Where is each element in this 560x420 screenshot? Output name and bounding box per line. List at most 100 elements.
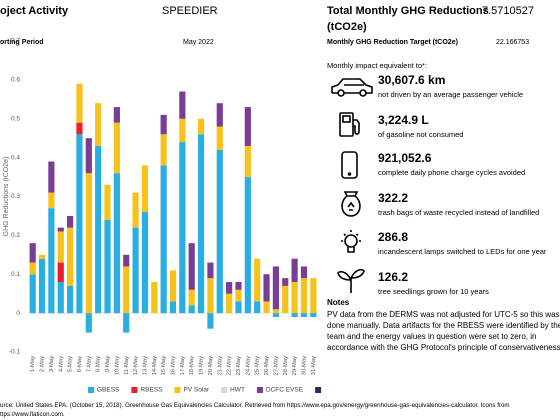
x-tick-label: 6-May <box>77 356 83 372</box>
impact-value: 126.2 <box>378 270 409 284</box>
bar-segment <box>169 301 177 314</box>
y-tick-label: 0.6 <box>11 77 20 84</box>
x-tick-label: 28-May <box>283 356 289 375</box>
bar-segment <box>76 83 83 123</box>
bar-segment <box>76 134 83 314</box>
bar-segment <box>291 313 298 318</box>
project-label: oject Activity <box>0 5 69 17</box>
car-icon <box>331 78 373 97</box>
x-tick-label: 25-May <box>255 356 261 375</box>
bar-segment <box>188 289 195 306</box>
bar-segment <box>300 313 308 318</box>
bar-segment <box>29 274 36 314</box>
legend-swatch <box>221 387 228 393</box>
bar-segment <box>38 254 46 259</box>
x-tick-label: 18-May <box>189 356 195 375</box>
target-label: Monthly GHG Reduction Target (tCO2e) <box>327 39 458 46</box>
bar-segment <box>57 231 64 263</box>
bar-segment <box>263 274 270 302</box>
bar-segment <box>207 313 214 329</box>
period-label: orting Period <box>0 39 44 46</box>
x-tick-label: 17-May <box>180 356 186 375</box>
bar-segment <box>141 165 149 213</box>
bar-segment <box>57 282 64 314</box>
x-tick-label: 14-May <box>152 356 158 375</box>
bar-segment <box>197 118 205 135</box>
bar-segment <box>188 243 195 290</box>
x-tick-label: 5-May <box>68 356 74 372</box>
x-tick-label: 12-May <box>133 356 139 375</box>
notes-text: PV data from the DERMS was not adjusted … <box>327 310 560 352</box>
bar-segment <box>179 118 186 143</box>
x-tick-label: 11-May <box>124 356 130 375</box>
source-line: urce: United States EPA. (October 15, 20… <box>0 402 510 409</box>
impact-description: incandescent lamps switched to LEDs for … <box>378 247 547 256</box>
chart: GHG Reductions (tCO2e) 0.7 0.6 0.5 0.4 0.3 0.2… <box>3 38 322 394</box>
x-tick-label: 4-May <box>58 356 64 372</box>
bar-segment <box>254 258 261 302</box>
target-value: 22.166753 <box>496 39 530 46</box>
y-tick-label: 0.1 <box>11 271 20 278</box>
impacts-intro: Monthly impact equivalent to*: <box>327 61 428 70</box>
impact-value: 921,052.6 <box>378 151 432 165</box>
bar-segment <box>244 177 251 314</box>
y-tick-label: 0.3 <box>11 193 20 200</box>
bar-segment <box>123 254 130 267</box>
y-axis-title: GHG Reductions (tCO2e) <box>3 157 10 237</box>
impact-value: 322.2 <box>378 191 409 205</box>
y-tick-label: 0.7 <box>11 38 20 45</box>
bar-segment <box>38 258 46 314</box>
bar-segment <box>85 313 92 333</box>
bar-segment <box>48 208 55 314</box>
x-tick-label: 27-May <box>273 356 279 375</box>
impact-value: 30,607.6 km <box>378 73 446 87</box>
x-tick-label: 20-May <box>208 356 214 375</box>
x-tick-label: 1-May <box>30 356 36 372</box>
y-tick-label: 0.5 <box>11 115 20 122</box>
x-tick-label: 8-May <box>96 356 102 372</box>
bar-segment <box>113 107 120 123</box>
period-value: May 2022 <box>183 39 214 46</box>
bar-segment <box>29 262 36 275</box>
bar-segment <box>57 227 64 232</box>
x-tick-label: 7-May <box>86 356 92 372</box>
x-tick-label: 24-May <box>245 356 251 375</box>
legend-label: PV Solar <box>183 387 209 394</box>
bar-segment <box>141 212 149 314</box>
bar-segment <box>160 134 167 166</box>
x-tick-label: 16-May <box>171 356 177 375</box>
bar-segment <box>160 165 167 314</box>
bar-segment <box>235 289 242 302</box>
bar-segment <box>57 262 64 283</box>
x-tick-label: 26-May <box>264 356 270 375</box>
x-tick-label: 10-May <box>114 356 120 375</box>
bar-segment <box>179 142 186 314</box>
x-tick-label: 15-May <box>161 356 167 375</box>
bar-segment <box>207 278 214 314</box>
bar-segment <box>151 282 158 314</box>
bar-segment <box>113 173 120 314</box>
impact-description: of gasoline not consumed <box>378 130 464 139</box>
bar-segment <box>104 184 111 220</box>
bar-segment <box>291 282 298 314</box>
bar-segment <box>282 285 289 314</box>
total-value: 7.5710527 <box>482 5 534 17</box>
impact-description: not driven by an average passenger vehic… <box>378 90 524 99</box>
x-tick-label: 29-May <box>292 356 298 375</box>
source-line: ttps://www.flaticon.com. <box>0 411 65 418</box>
bar-segment <box>282 278 289 286</box>
total-label: Total Monthly GHG Reductions <box>327 5 489 17</box>
bar-segment <box>216 149 223 314</box>
y-tick-label: 0 <box>16 310 20 317</box>
bar-segment <box>207 262 214 279</box>
phone-icon <box>341 151 358 179</box>
x-tick-label: 23-May <box>236 356 242 375</box>
x-tick-label: 31-May <box>311 356 317 375</box>
y-tick-label: 0.2 <box>11 232 20 239</box>
bar-segment <box>67 285 74 314</box>
bar-segment <box>197 134 205 314</box>
x-tick-label: 2-May <box>40 356 46 372</box>
x-tick-label: 13-May <box>142 356 148 375</box>
total-unit: (tCO2e) <box>327 21 367 33</box>
